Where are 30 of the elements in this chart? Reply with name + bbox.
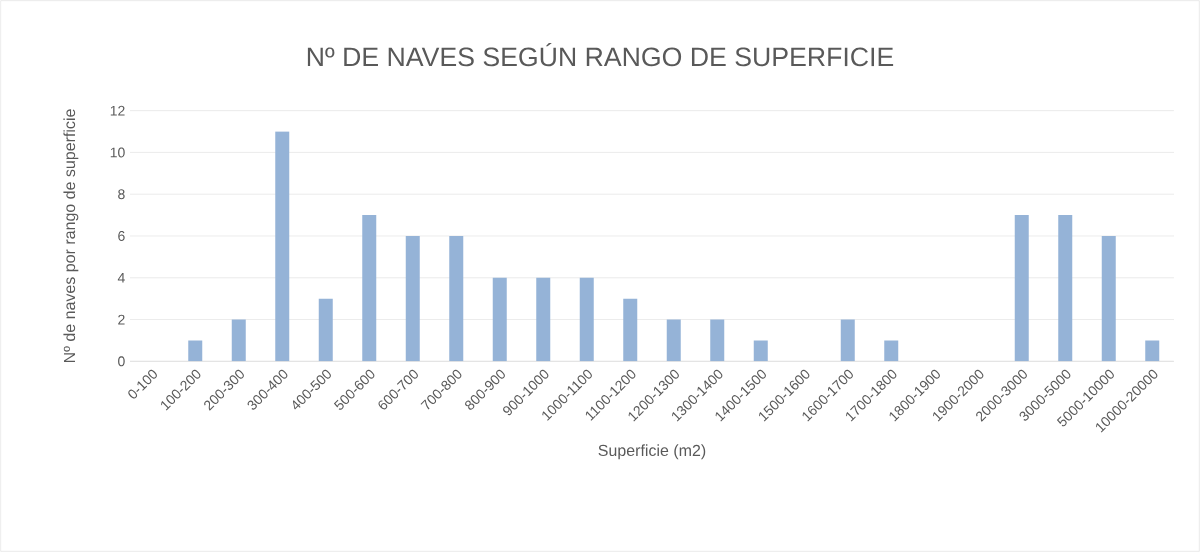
bar [405, 235, 420, 362]
x-axis-title: Superficie (m2) [598, 444, 706, 460]
bar [710, 319, 725, 362]
y-tick-label: 0 [118, 356, 125, 367]
y-tick-label: 8 [118, 189, 125, 200]
bar [188, 340, 203, 362]
y-tick-label: 2 [118, 314, 125, 325]
y-tick-label: 10 [110, 147, 125, 158]
y-tick-label: 4 [117, 272, 125, 283]
bar [753, 340, 768, 362]
bar [492, 277, 507, 362]
bar [1014, 215, 1029, 362]
bar [231, 319, 246, 362]
bar [1145, 340, 1160, 362]
bar [362, 215, 377, 362]
bar [449, 235, 464, 362]
bar [1058, 215, 1073, 362]
chart-title: Nº DE NAVES SEGÚN RANGO DE SUPERFICIE [307, 42, 894, 67]
bar [623, 298, 638, 362]
bar [666, 319, 681, 362]
y-axis-title: Nº de naves por rango de superficie [63, 109, 79, 363]
bar [1101, 235, 1116, 362]
y-tick-label: 6 [118, 231, 125, 241]
bar [318, 298, 333, 362]
bar [579, 277, 594, 362]
bar [884, 340, 899, 362]
y-tick-label: 12 [110, 105, 125, 116]
bar [840, 319, 855, 362]
bar [536, 277, 551, 362]
bar [275, 131, 290, 362]
